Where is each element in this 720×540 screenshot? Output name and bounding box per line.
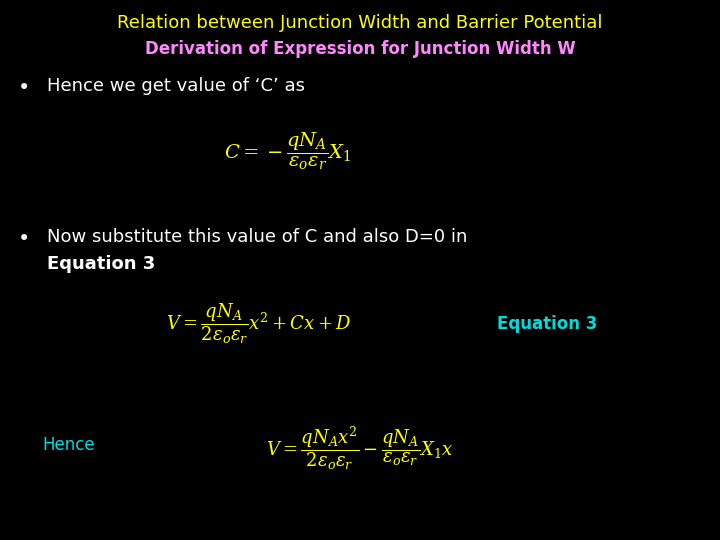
Text: $V=\dfrac{qN_Ax^2}{2\varepsilon_o\varepsilon_r}-\dfrac{qN_A}{\varepsilon_o\varep: $V=\dfrac{qN_Ax^2}{2\varepsilon_o\vareps… bbox=[266, 424, 454, 472]
Text: Derivation of Expression for Junction Width W: Derivation of Expression for Junction Wi… bbox=[145, 40, 575, 58]
Text: Equation 3: Equation 3 bbox=[497, 315, 598, 333]
Text: $C=-\dfrac{qN_A}{\varepsilon_o\varepsilon_r}X_1$: $C=-\dfrac{qN_A}{\varepsilon_o\varepsilo… bbox=[225, 131, 351, 172]
Text: Equation 3: Equation 3 bbox=[47, 255, 155, 273]
Text: $V=\dfrac{qN_A}{2\varepsilon_o\varepsilon_r}x^2+Cx+D$: $V=\dfrac{qN_A}{2\varepsilon_o\varepsilo… bbox=[166, 302, 352, 346]
Text: Hence: Hence bbox=[42, 436, 95, 455]
Text: •: • bbox=[18, 78, 30, 98]
Text: Now substitute this value of C and also D=0 in: Now substitute this value of C and also … bbox=[47, 228, 467, 246]
Text: •: • bbox=[18, 230, 30, 249]
Text: Relation between Junction Width and Barrier Potential: Relation between Junction Width and Barr… bbox=[117, 14, 603, 31]
Text: Hence we get value of ‘C’ as: Hence we get value of ‘C’ as bbox=[47, 77, 305, 95]
